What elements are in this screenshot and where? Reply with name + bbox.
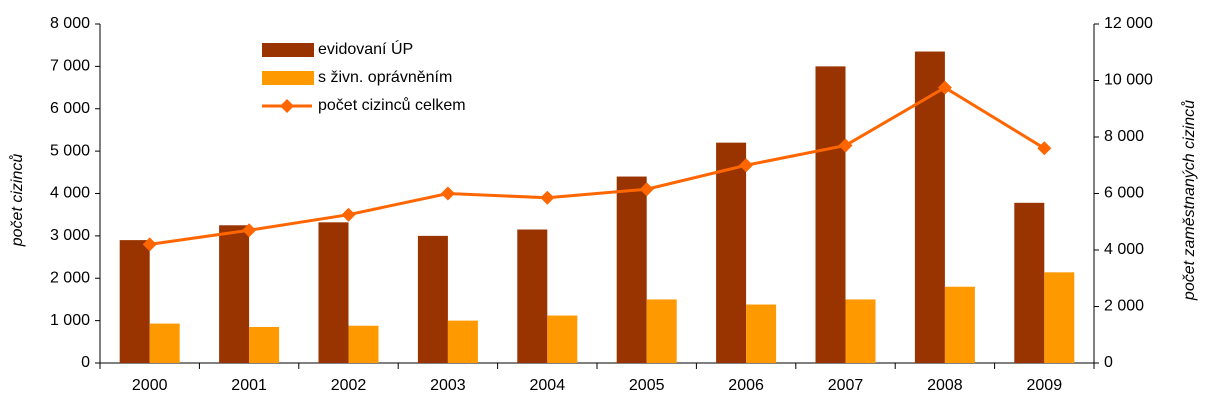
x-tick-label: 2007 [828,377,864,394]
y-axis-title: počet cizinců [8,154,26,248]
legend-swatch [262,71,314,85]
x-tick-label: 2005 [629,377,665,394]
legend-label: počet cizinců celkem [318,96,466,114]
y-tick-label: 6 000 [50,100,90,117]
bar [547,315,578,363]
y2-tick-label: 2 000 [1104,298,1144,315]
x-tick-label: 2002 [331,377,367,394]
legend-marker [280,99,294,113]
y-tick-label: 3 000 [50,227,90,244]
y-tick-label: 7 000 [50,58,90,75]
bar [1014,202,1045,363]
y2-axis-title: počet zaměstnaných cizinců [1180,100,1198,301]
y2-tick-label: 10 000 [1104,72,1153,89]
legend-label: evidovaní ÚP [318,39,413,58]
x-tick-label: 2006 [728,377,764,394]
line-marker [937,80,952,95]
line-marker [540,190,555,205]
bar [616,176,647,363]
y-tick-label: 2 000 [50,269,90,286]
y-tick-label: 8 000 [50,15,90,32]
x-tick-label: 2008 [927,377,963,394]
bar [646,299,677,363]
y2-tick-label: 8 000 [1104,128,1144,145]
legend-label: s živn. oprávněním [318,69,452,86]
line-marker [739,158,754,173]
bar [318,222,349,363]
y-tick-label: 0 [81,354,90,371]
x-tick-label: 2009 [1027,377,1063,394]
line-marker [1037,141,1052,156]
y2-tick-label: 12 000 [1104,15,1153,32]
line-marker [242,223,257,238]
bar [249,326,280,363]
legend-swatch [262,43,314,57]
line-marker [341,207,356,222]
line-marker [440,186,455,201]
y-tick-label: 4 000 [50,185,90,202]
x-tick-label: 2000 [132,377,168,394]
line [149,85,1046,246]
line-marker [838,138,853,153]
y-tick-label: 1 000 [50,312,90,329]
bar [914,51,945,363]
bar [517,229,548,363]
bar [447,320,478,363]
x-tick-label: 2004 [530,377,566,394]
bar [219,225,250,363]
bar [417,235,448,363]
y2-tick-label: 4 000 [1104,241,1144,258]
bar [944,286,975,363]
bar [348,325,379,363]
bar [1044,272,1075,363]
bar [845,299,876,363]
line-marker [639,182,654,197]
y2-tick-label: 6 000 [1104,185,1144,202]
y2-tick-label: 0 [1104,354,1113,371]
line-marker [142,237,157,252]
bar [815,66,846,363]
bar [119,240,150,363]
x-tick-label: 2001 [231,377,267,394]
bar [746,304,777,363]
y-tick-label: 5 000 [50,142,90,159]
bar [149,323,180,363]
x-tick-label: 2003 [430,377,466,394]
bar [716,142,747,363]
